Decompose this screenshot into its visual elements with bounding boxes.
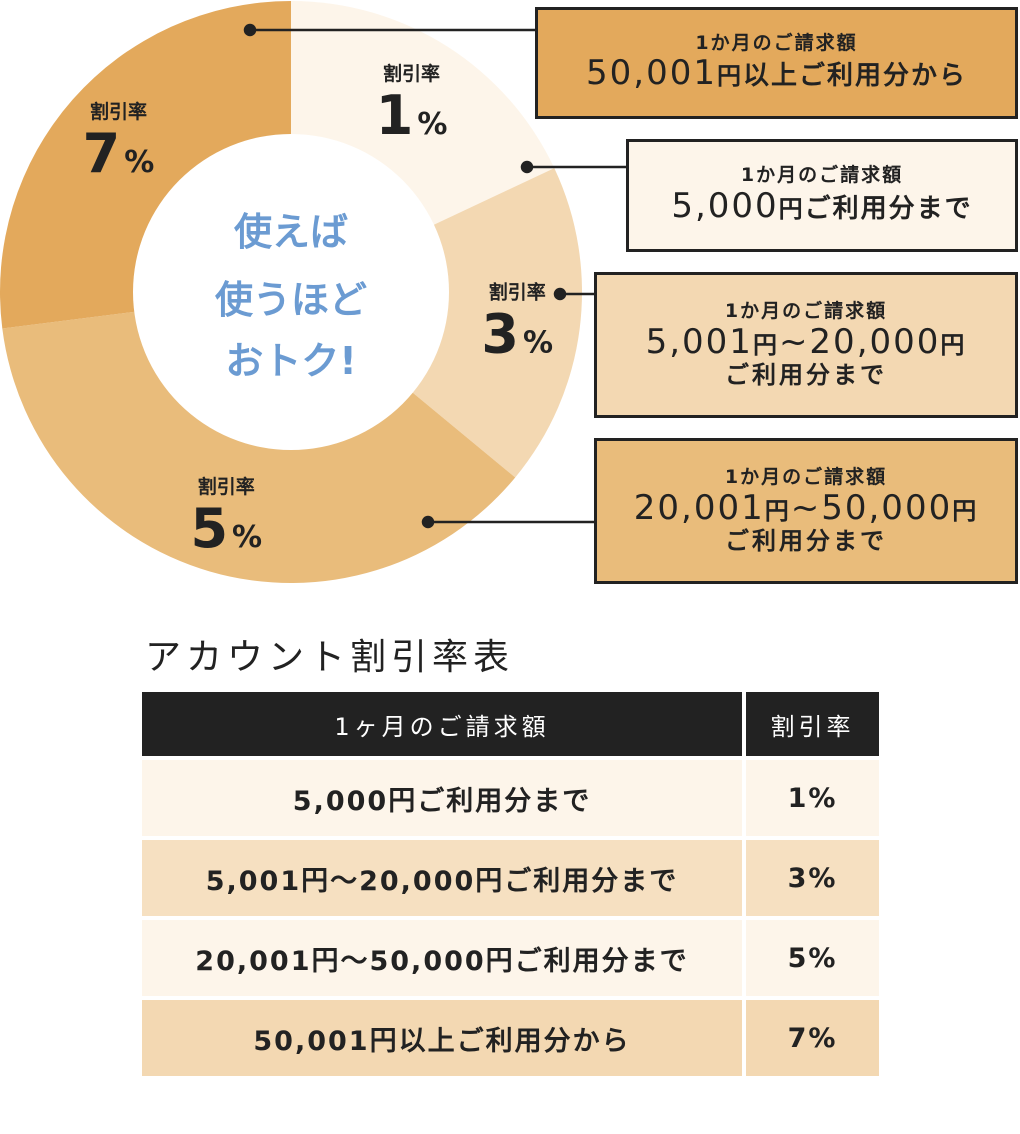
header-discount-rate: 割引率 <box>744 692 879 760</box>
leader-dot-3 <box>553 287 567 301</box>
leader-dot-1 <box>520 160 534 174</box>
callout-yen: 円 <box>764 496 791 525</box>
callout-amount-2: ~50,000 <box>790 487 953 528</box>
slice-value-1: 1% <box>376 84 448 147</box>
callout-amount-line: 5,000円ご利用分まで <box>671 185 973 226</box>
callout-yen: 円 <box>716 62 743 91</box>
row-range: 5,000円ご利用分まで <box>142 758 746 840</box>
callout-label: 1か月のご請求額 <box>695 31 858 54</box>
center-text-line-3: おトク! <box>225 339 356 383</box>
callout-label: 1か月のご請求額 <box>740 164 904 187</box>
discount-rate-table: 1ヶ月のご請求額 割引率 5,000円ご利用分まで 1% 5,001円～20,0… <box>142 692 879 1080</box>
callout-amount: 50,001 <box>586 53 717 94</box>
slice-label-3: 割引率 <box>489 281 546 304</box>
slice-label-5: 割引率 <box>198 475 255 498</box>
row-rate: 5% <box>744 918 879 1000</box>
row-rate: 1% <box>744 758 879 840</box>
callout-5-percent: 1か月のご請求額 20,001円~50,000円 ご利用分まで <box>594 438 1018 584</box>
leader-dot-5 <box>421 515 435 529</box>
callout-yen-2: 円 <box>940 330 967 359</box>
callout-1-percent: 1か月のご請求額 5,000円ご利用分まで <box>626 139 1018 252</box>
center-text-line-2: 使うほど <box>215 278 367 322</box>
row-range: 20,001円～50,000円ご利用分まで <box>142 918 746 1000</box>
row-rate: 7% <box>744 998 879 1080</box>
table-row: 50,001円以上ご利用分から 7% <box>142 998 879 1080</box>
table-row: 20,001円～50,000円ご利用分まで 5% <box>142 918 879 1000</box>
callout-yen-2: 円 <box>952 496 979 525</box>
table-row: 5,000円ご利用分まで 1% <box>142 758 879 840</box>
slice-value-5: 5% <box>190 497 262 560</box>
slice-label-7: 割引率 <box>90 100 147 123</box>
donut-hole <box>133 134 449 450</box>
callout-amount-2: ~20,000 <box>778 321 941 362</box>
callout-amount-line: 20,001円~50,000円 <box>633 487 979 528</box>
callout-label: 1か月のご請求額 <box>724 299 888 322</box>
slice-value-7: 7% <box>83 122 155 185</box>
callout-suffix: ご利用分まで <box>804 193 973 224</box>
callout-yen: 円 <box>752 330 779 359</box>
callout-suffix: 以上ご利用分から <box>742 61 967 92</box>
slice-label-1: 割引率 <box>383 62 440 85</box>
leader-dot-7 <box>243 23 257 37</box>
table-header-row: 1ヶ月のご請求額 割引率 <box>142 692 879 760</box>
callout-amount: 5,001 <box>645 321 753 362</box>
row-rate: 3% <box>744 838 879 920</box>
header-billing-amount: 1ヶ月のご請求額 <box>142 692 746 760</box>
row-range: 5,001円～20,000円ご利用分まで <box>142 838 746 920</box>
callout-amount: 5,000 <box>671 185 779 226</box>
callout-sub: ご利用分まで <box>725 526 887 555</box>
table-row: 5,001円～20,000円ご利用分まで 3% <box>142 838 879 920</box>
slice-value-3: 3% <box>481 303 553 366</box>
callout-yen: 円 <box>778 194 805 223</box>
callout-sub: ご利用分まで <box>725 360 887 389</box>
table-title: アカウント割引率表 <box>145 637 515 678</box>
callout-amount-line: 5,001円~20,000円 <box>645 321 967 362</box>
callout-label: 1か月のご請求額 <box>724 465 888 488</box>
row-range: 50,001円以上ご利用分から <box>142 998 746 1080</box>
center-text-line-1: 使えば <box>234 210 348 254</box>
callout-amount-line: 50,001円以上ご利用分から <box>586 54 967 93</box>
callout-7-percent: 1か月のご請求額 50,001円以上ご利用分から <box>535 7 1018 119</box>
callout-3-percent: 1か月のご請求額 5,001円~20,000円 ご利用分まで <box>594 272 1018 418</box>
callout-amount: 20,001 <box>633 487 765 528</box>
